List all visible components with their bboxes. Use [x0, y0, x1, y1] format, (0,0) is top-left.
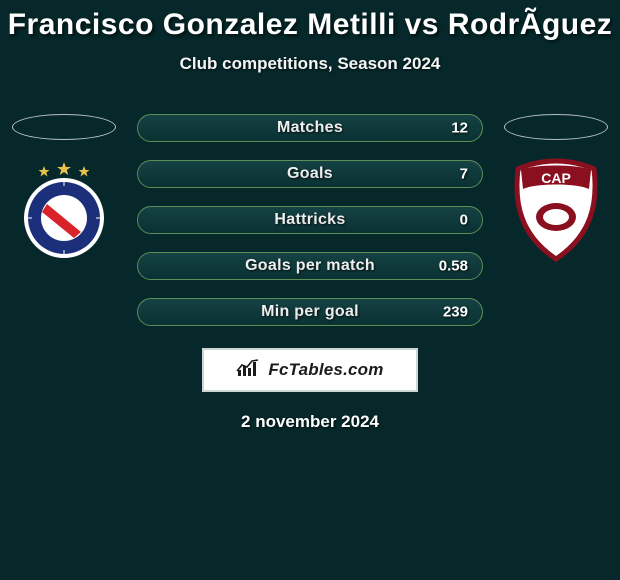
- bar-chart-icon: [236, 358, 262, 383]
- main-row: Matches 12 Goals 7 Hattricks 0 Goals per…: [0, 114, 620, 326]
- left-player-col: [9, 114, 119, 260]
- stat-value-right: 12: [451, 120, 468, 137]
- brand-text: FcTables.com: [268, 360, 383, 380]
- comparison-card: Francisco Gonzalez Metilli vs RodrÃ­guez…: [0, 0, 620, 432]
- stat-bar-hattricks: Hattricks 0: [137, 206, 483, 234]
- argentinos-juniors-crest-icon: [14, 160, 114, 260]
- stat-bar-matches: Matches 12: [137, 114, 483, 142]
- right-dash-ellipse: [504, 114, 608, 140]
- stat-label: Hattricks: [274, 211, 345, 229]
- stat-value-right: 0: [460, 212, 468, 229]
- page-title: Francisco Gonzalez Metilli vs RodrÃ­guez: [0, 8, 620, 42]
- stat-bar-goals-per-match: Goals per match 0.58: [137, 252, 483, 280]
- stat-value-right: 239: [443, 304, 468, 321]
- left-dash-ellipse: [12, 114, 116, 140]
- date-line: 2 november 2024: [0, 412, 620, 432]
- stat-value-right: 7: [460, 166, 468, 183]
- stat-bar-min-per-goal: Min per goal 239: [137, 298, 483, 326]
- stat-value-right: 0.58: [439, 258, 468, 275]
- stat-label: Goals per match: [245, 257, 375, 275]
- stat-bar-goals: Goals 7: [137, 160, 483, 188]
- cap-crest-icon: CAP: [506, 160, 606, 260]
- page-subtitle: Club competitions, Season 2024: [0, 54, 620, 74]
- stat-label: Min per goal: [261, 303, 359, 321]
- svg-text:CAP: CAP: [541, 170, 571, 186]
- stat-label: Matches: [277, 119, 343, 137]
- right-player-col: CAP: [501, 114, 611, 260]
- stats-column: Matches 12 Goals 7 Hattricks 0 Goals per…: [137, 114, 483, 326]
- stat-label: Goals: [287, 165, 333, 183]
- brand-box: FcTables.com: [202, 348, 418, 392]
